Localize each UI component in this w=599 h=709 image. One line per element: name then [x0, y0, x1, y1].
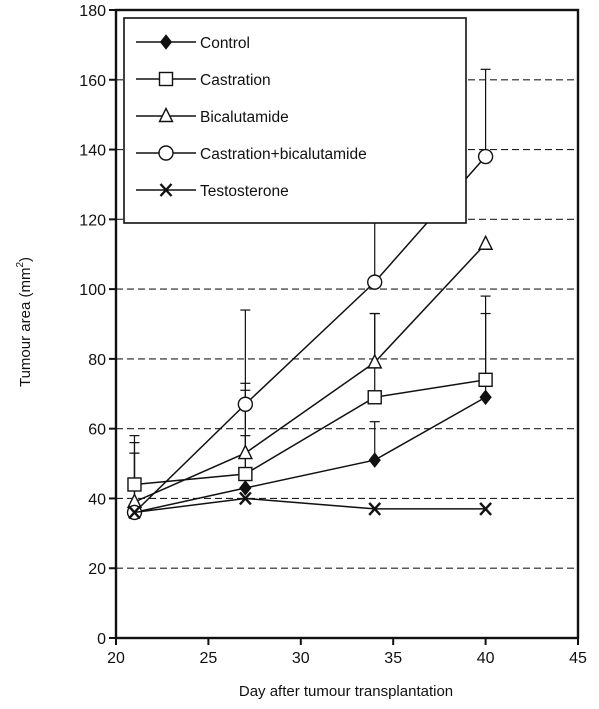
x-marker-stroke [368, 502, 382, 516]
data-point-castration-bicalutamide [367, 274, 383, 290]
x-marker-stroke [128, 505, 141, 520]
data-point-control [479, 389, 492, 406]
series-line-testosterone [134, 497, 486, 514]
y-tick-label: 20 [88, 561, 106, 578]
legend-label-castration-bicalutamide: Castration+bicalutamide [200, 146, 367, 163]
series-line-castration [134, 379, 486, 486]
legend: Control Castration Bicalutamide Castration+… [123, 17, 467, 224]
data-point-bicalutamide [477, 234, 494, 250]
legend-label-testosterone: Testosterone [200, 183, 289, 200]
legend-label-bicalutamide: Bicalutamide [200, 109, 289, 126]
y-tick-label: 160 [79, 73, 106, 90]
data-point-control [368, 452, 381, 468]
x-marker-stroke [238, 491, 252, 506]
legend-marker-bicalutamide [158, 106, 174, 123]
legend-label-control: Control [200, 35, 250, 52]
y-tick-label: 0 [97, 631, 106, 648]
y-tick-label: 120 [79, 212, 106, 229]
data-point-testosterone [128, 505, 141, 520]
data-point-castration [367, 390, 382, 405]
legend-marker-testosterone [159, 183, 173, 197]
data-point-castration [127, 477, 142, 492]
x-tick-label: 45 [569, 650, 587, 667]
data-point-castration-bicalutamide [237, 396, 254, 412]
legend-marker-castration [158, 71, 174, 87]
x-tick-label: 20 [107, 650, 125, 667]
data-point-bicalutamide [237, 444, 253, 460]
series-line-bicalutamide [134, 243, 487, 503]
x-tick-label: 25 [200, 650, 218, 667]
y-tick-label: 140 [79, 143, 106, 160]
x-tick-label: 40 [477, 650, 495, 667]
y-tick-label: 60 [88, 422, 106, 439]
data-point-control [239, 480, 252, 496]
plot-frame [114, 8, 580, 640]
data-point-castration [238, 466, 253, 482]
data-point-testosterone [368, 502, 382, 516]
data-point-testosterone [238, 491, 252, 506]
x-axis-title: Day after tumour transplantation [239, 683, 453, 700]
x-tick-label: 30 [292, 650, 310, 667]
data-point-bicalutamide [367, 353, 383, 369]
legend-label-castration: Castration [200, 72, 271, 89]
y-tick-label: 100 [79, 282, 106, 299]
y-tick-label: 40 [88, 491, 106, 508]
x-marker-stroke [479, 502, 492, 516]
legend-marker-control [159, 34, 173, 50]
legend-box [123, 17, 467, 224]
data-point-testosterone [479, 502, 492, 516]
y-tick-label: 80 [88, 352, 106, 369]
y-axis-title: Tumour area (mm2) [15, 257, 34, 387]
data-point-castration [478, 372, 493, 388]
y-tick-label: 180 [79, 3, 106, 20]
data-point-castration-bicalutamide [477, 148, 494, 165]
legend-marker-castration-bicalutamide [158, 145, 174, 161]
series-line-control [134, 396, 486, 514]
x-tick-label: 35 [384, 650, 402, 667]
x-marker-stroke [159, 183, 173, 197]
